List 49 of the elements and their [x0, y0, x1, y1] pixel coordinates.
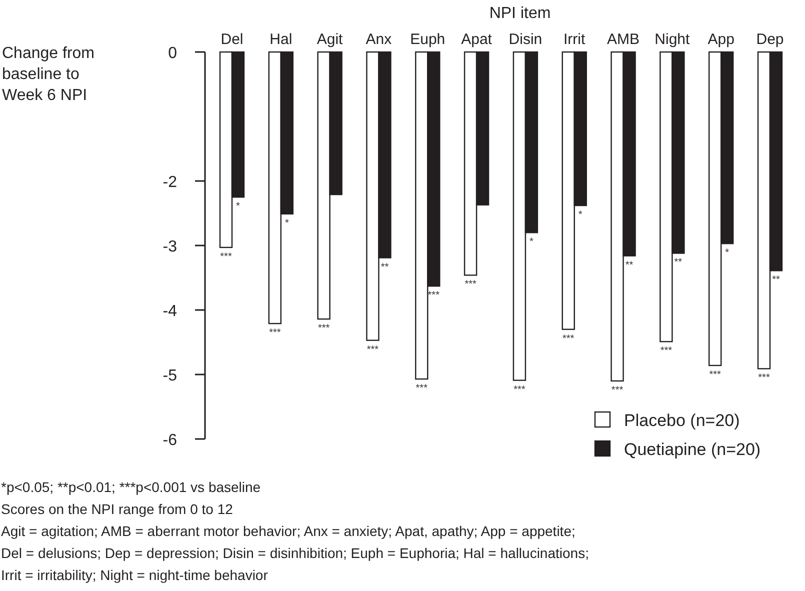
x-tick-label: Euph [410, 31, 446, 48]
y-tick-label: -6 [162, 432, 178, 449]
x-tick-label: App [708, 31, 734, 48]
data-label: *** [428, 290, 440, 302]
data-label: *** [562, 333, 574, 344]
text: *p<0.05; **p<0.01; ***p<0.001 vs baseline [1, 479, 261, 495]
data-label: *** [660, 346, 672, 357]
y-axis-title: Change from baseline to Week 6 NPI [2, 45, 94, 104]
data-label: *** [514, 384, 526, 396]
x-tick-label: Del [220, 31, 244, 48]
y-tick-label: 0 [168, 45, 178, 62]
data-label: ** [625, 260, 634, 271]
data-label: *** [758, 372, 770, 384]
data-label: ** [772, 274, 780, 286]
x-axis-title: NPI item [489, 5, 551, 22]
y-tick-label: -4 [162, 303, 178, 320]
text: Agit = agitation; AMB = aberrant motor behavior; Anx = anxiety; Apat, apathy; App = appetite; [1, 523, 576, 539]
x-tick-label: Dep [756, 31, 784, 48]
legend-label: Quetiapine (n=20) [624, 440, 761, 459]
x-tick-label: Irrit [564, 31, 586, 48]
text: Scores on the NPI range from 0 to 12 [1, 501, 234, 517]
data-label: *** [318, 323, 330, 334]
data-label: ** [380, 262, 389, 273]
x-tick-label: Night [654, 31, 691, 48]
data-label: * [725, 248, 730, 259]
data-label: *** [220, 251, 232, 262]
text: Irrit = irritability; Night = night-time behavior [1, 567, 268, 583]
data-label: ** [674, 257, 682, 268]
x-tick-label: Disin [508, 31, 542, 48]
data-label: *** [366, 344, 379, 356]
data-label: * [284, 218, 289, 229]
y-tick-label: -3 [162, 238, 178, 256]
data-label: *** [269, 328, 281, 339]
data-label: * [578, 210, 582, 221]
data-label: *** [709, 369, 722, 380]
x-tick-label: Apat [461, 31, 493, 48]
legend-label: Placebo (n=20) [624, 411, 740, 430]
data-label: * [530, 236, 534, 248]
text: Del = delusions; Dep = depression; Disin = disinhibition; Euph = Euphoria; Hal = hallucinations; [1, 545, 589, 561]
data-label: *** [416, 383, 428, 394]
data-label: * [236, 201, 240, 212]
y-tick-label: -5 [162, 368, 178, 384]
data-label: *** [611, 384, 624, 396]
x-tick-label: Anx [366, 31, 392, 48]
x-tick-label: AMB [607, 31, 640, 48]
y-tick-label: -2 [162, 174, 178, 191]
x-tick-label: Agit [316, 31, 344, 48]
data-label: *** [464, 279, 476, 290]
x-tick-label: Hal [270, 31, 292, 48]
